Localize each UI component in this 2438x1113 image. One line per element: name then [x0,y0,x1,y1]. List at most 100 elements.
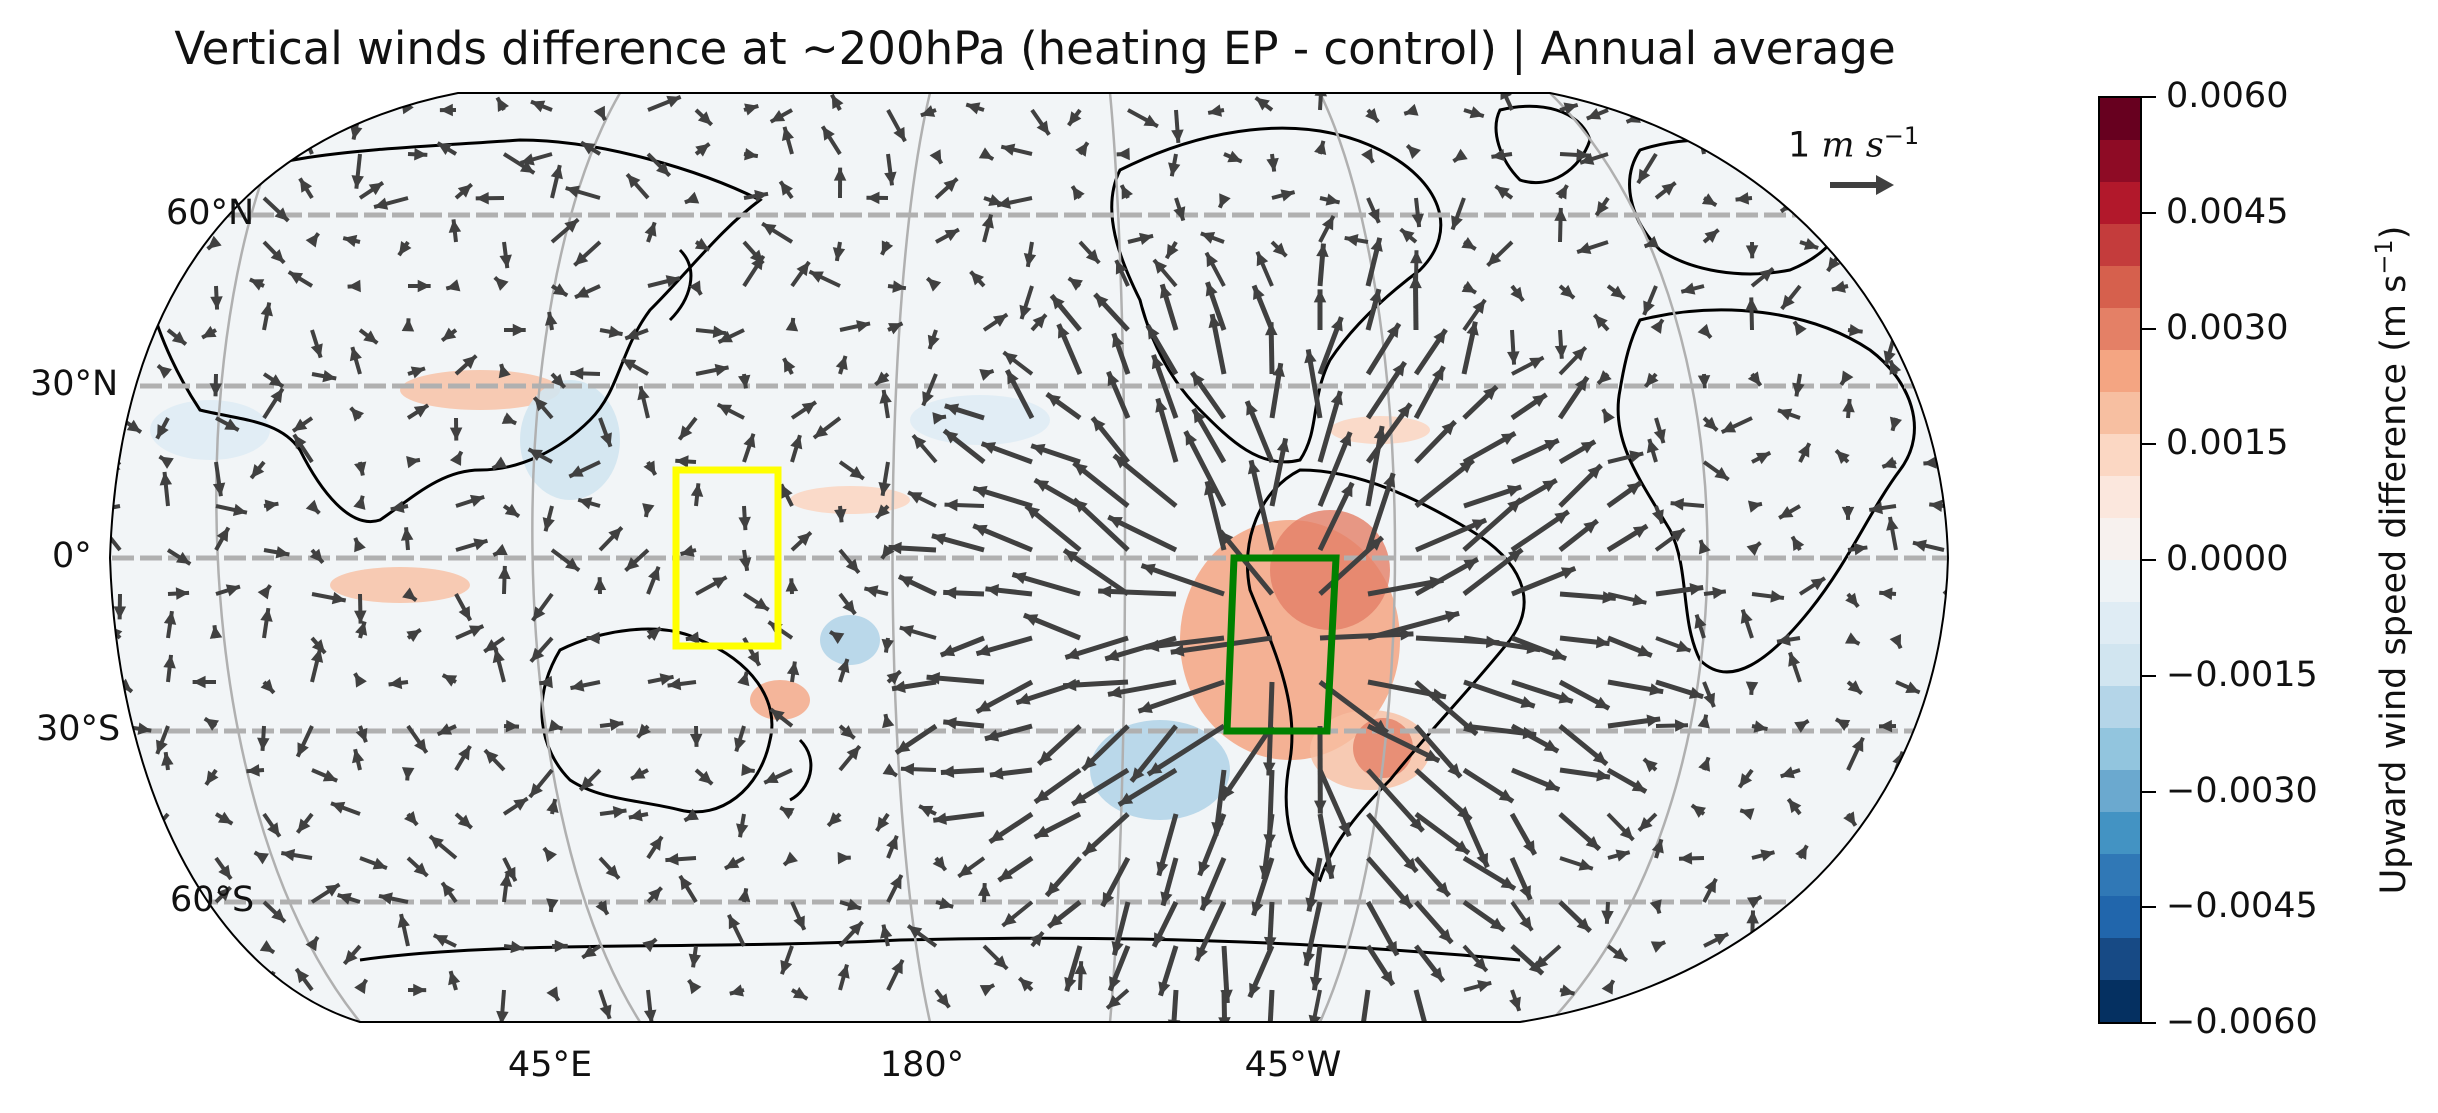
wind-arrow [1745,109,1758,127]
wind-arrow [979,368,995,381]
wind-arrow [454,354,478,376]
wind-arrow [337,892,361,905]
wind-arrow [1358,989,1371,1022]
wind-arrow [1405,143,1421,159]
wind-arrow [1746,894,1763,909]
wind-arrow [1486,240,1514,268]
wind-arrow [972,485,1033,509]
wind-arrow [598,989,612,1020]
colorbar-swatch [2100,938,2140,980]
wind-arrow [989,767,1033,780]
colorbar-tick-mark [2142,1022,2156,1024]
wind-arrow [1607,679,1664,696]
wind-arrow [215,416,240,432]
colorbar-tick-label: 0.0030 [2166,307,2289,348]
colorbar-tick-mark [2142,211,2156,214]
wind-arrow [1698,539,1711,555]
wind-arrow [996,196,1033,209]
wind-arrow [1843,811,1858,827]
wind-arrow [492,543,508,557]
wind-arrow [428,834,458,860]
wind-arrow [214,885,232,904]
wind-arrow [1576,240,1609,254]
wind-arrow [157,852,172,865]
wind-arrow [643,989,657,1022]
wind-arrow [1943,152,1948,161]
wind-arrow [683,808,699,823]
colorbar-swatch [2100,686,2140,728]
wind-arrow [1702,681,1716,708]
yellow-box [672,466,782,650]
wind-arrow [593,105,607,122]
wind-arrow [1942,665,1948,684]
wind-arrow [685,631,700,644]
wind-arrow [212,461,226,497]
wind-arrow [1030,313,1048,332]
wind-arrow [215,503,248,517]
wind-arrow [406,856,429,878]
coastline-asia [144,138,763,523]
wind-arrow [1365,322,1402,376]
wind-arrow [1509,856,1533,901]
wind-arrow [1317,390,1343,463]
cold-anomaly-patch [820,615,880,665]
wind-arrow [665,852,697,866]
wind-arrow [189,963,218,992]
warm-anomaly-patch [330,567,470,603]
wind-arrow [1366,723,1441,764]
wind-arrow [984,723,1033,742]
wind-arrow [1841,192,1855,209]
wind-arrow [116,232,132,248]
wind-arrow [1847,323,1863,337]
wind-arrow [1090,416,1130,464]
wind-arrow [1926,270,1946,288]
wind-arrow [598,417,613,448]
wind-arrow [113,986,127,1002]
wind-arrow [1462,298,1487,332]
green-box [1223,554,1340,735]
wind-arrow [529,636,554,663]
wind-arrow [886,669,902,685]
wind-arrow [581,944,602,960]
wind-arrow [769,707,794,728]
wind-arrow [1737,768,1754,789]
wind-arrow [1637,812,1658,832]
wind-arrow [1745,241,1759,259]
wind-arrow [1078,240,1101,265]
wind-arrow [1942,768,1948,802]
wind-arrow [1160,857,1179,907]
wind-arrow [1415,517,1488,553]
wind-arrow [595,900,610,916]
wind-arrow [570,367,601,380]
colorbar-title-text: Upward wind speed difference (m s [2373,274,2414,895]
wind-arrow [1064,635,1129,660]
colorbar-title-exponent: −1 [2370,239,2399,275]
wind-arrow [1049,293,1082,332]
wind-arrow [1558,812,1602,852]
wind-arrow [373,196,409,210]
wind-arrow [1140,563,1225,597]
wind-arrow [1594,196,1610,217]
wind-arrow [498,363,511,379]
wind-arrow [1247,945,1275,999]
wind-arrow [695,575,728,596]
wind-arrow [694,768,714,786]
wind-arrow [1643,372,1659,388]
wind-arrow [214,526,231,551]
wind-arrow [1794,719,1810,733]
wind-arrow [586,631,601,645]
wind-arrow [1653,417,1666,444]
wind-arrow [1606,480,1643,509]
wind-arrow [1414,724,1463,779]
colorbar-swatch [2100,98,2140,140]
wind-arrow [1751,849,1775,862]
wind-arrow [573,240,602,267]
wind-arrow [358,181,385,200]
wind-arrow [694,142,711,157]
wind-arrow [1606,767,1648,794]
wind-arrow [1780,284,1802,311]
wind-arrow [1558,900,1592,934]
wind-arrow [1302,901,1323,967]
wind-arrow [1846,736,1865,771]
wind-arrow [1889,633,1903,650]
